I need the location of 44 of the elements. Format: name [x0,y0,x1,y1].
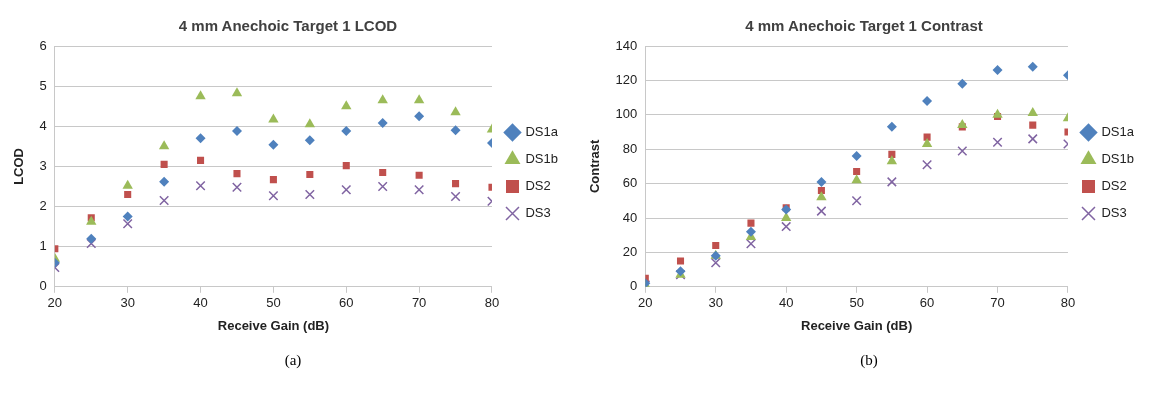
x-tick-label: 40 [193,295,208,311]
legend-label: DS1a [525,124,559,140]
legend-label: DS3 [1101,205,1127,221]
y-tick-label: 0 [630,278,638,294]
y-tick-label: 3 [39,157,47,173]
x-axis-title: Receive Gain (dB) [801,317,913,333]
x-tick-label: 60 [919,295,935,311]
legend-label: DS1b [1101,151,1135,167]
y-tick-label: 2 [39,198,47,214]
y-tick-label: 120 [615,71,638,87]
y-tick-label: 140 [615,37,638,53]
y-tick-label: 4 [39,117,47,133]
x-tick-label: 30 [708,295,723,311]
x-tick-label: 80 [484,295,500,311]
x-tick-label: 40 [778,295,794,311]
legend-label: DS2 [1101,178,1127,194]
y-tick-label: 5 [39,77,47,93]
y-tick-label: 60 [622,175,638,191]
x-tick-label: 70 [990,295,1005,311]
y-axis-title: LCOD [11,147,27,185]
x-tick-label: 20 [638,295,653,311]
y-tick-label: 80 [622,140,638,156]
legend-label: DS3 [525,205,551,221]
chart-title: 4 mm Anechoic Target 1 LCOD [178,17,398,35]
y-tick-label: 20 [622,243,638,259]
y-axis-title: Contrast [587,139,603,194]
x-tick-label: 70 [411,295,427,311]
y-tick-label: 6 [39,37,47,53]
x-tick-label: 60 [339,295,354,311]
x-tick-label: 50 [266,295,281,311]
y-tick-label: 100 [615,106,638,122]
legend-label: DS2 [525,178,551,194]
text: (b) [860,352,878,369]
x-axis-title: Receive Gain (dB) [217,317,330,333]
y-tick-label: 1 [39,238,47,254]
y-tick-label: 0 [39,278,47,294]
chart-title: 4 mm Anechoic Target 1 Contrast [745,17,983,35]
text: (a) [284,352,302,369]
x-tick-label: 50 [849,295,864,311]
x-tick-label: 30 [120,295,135,311]
x-tick-label: 80 [1060,295,1076,311]
legend-label: DS1b [525,151,559,167]
legend-label: DS1a [1101,124,1135,140]
y-tick-label: 40 [622,209,638,225]
